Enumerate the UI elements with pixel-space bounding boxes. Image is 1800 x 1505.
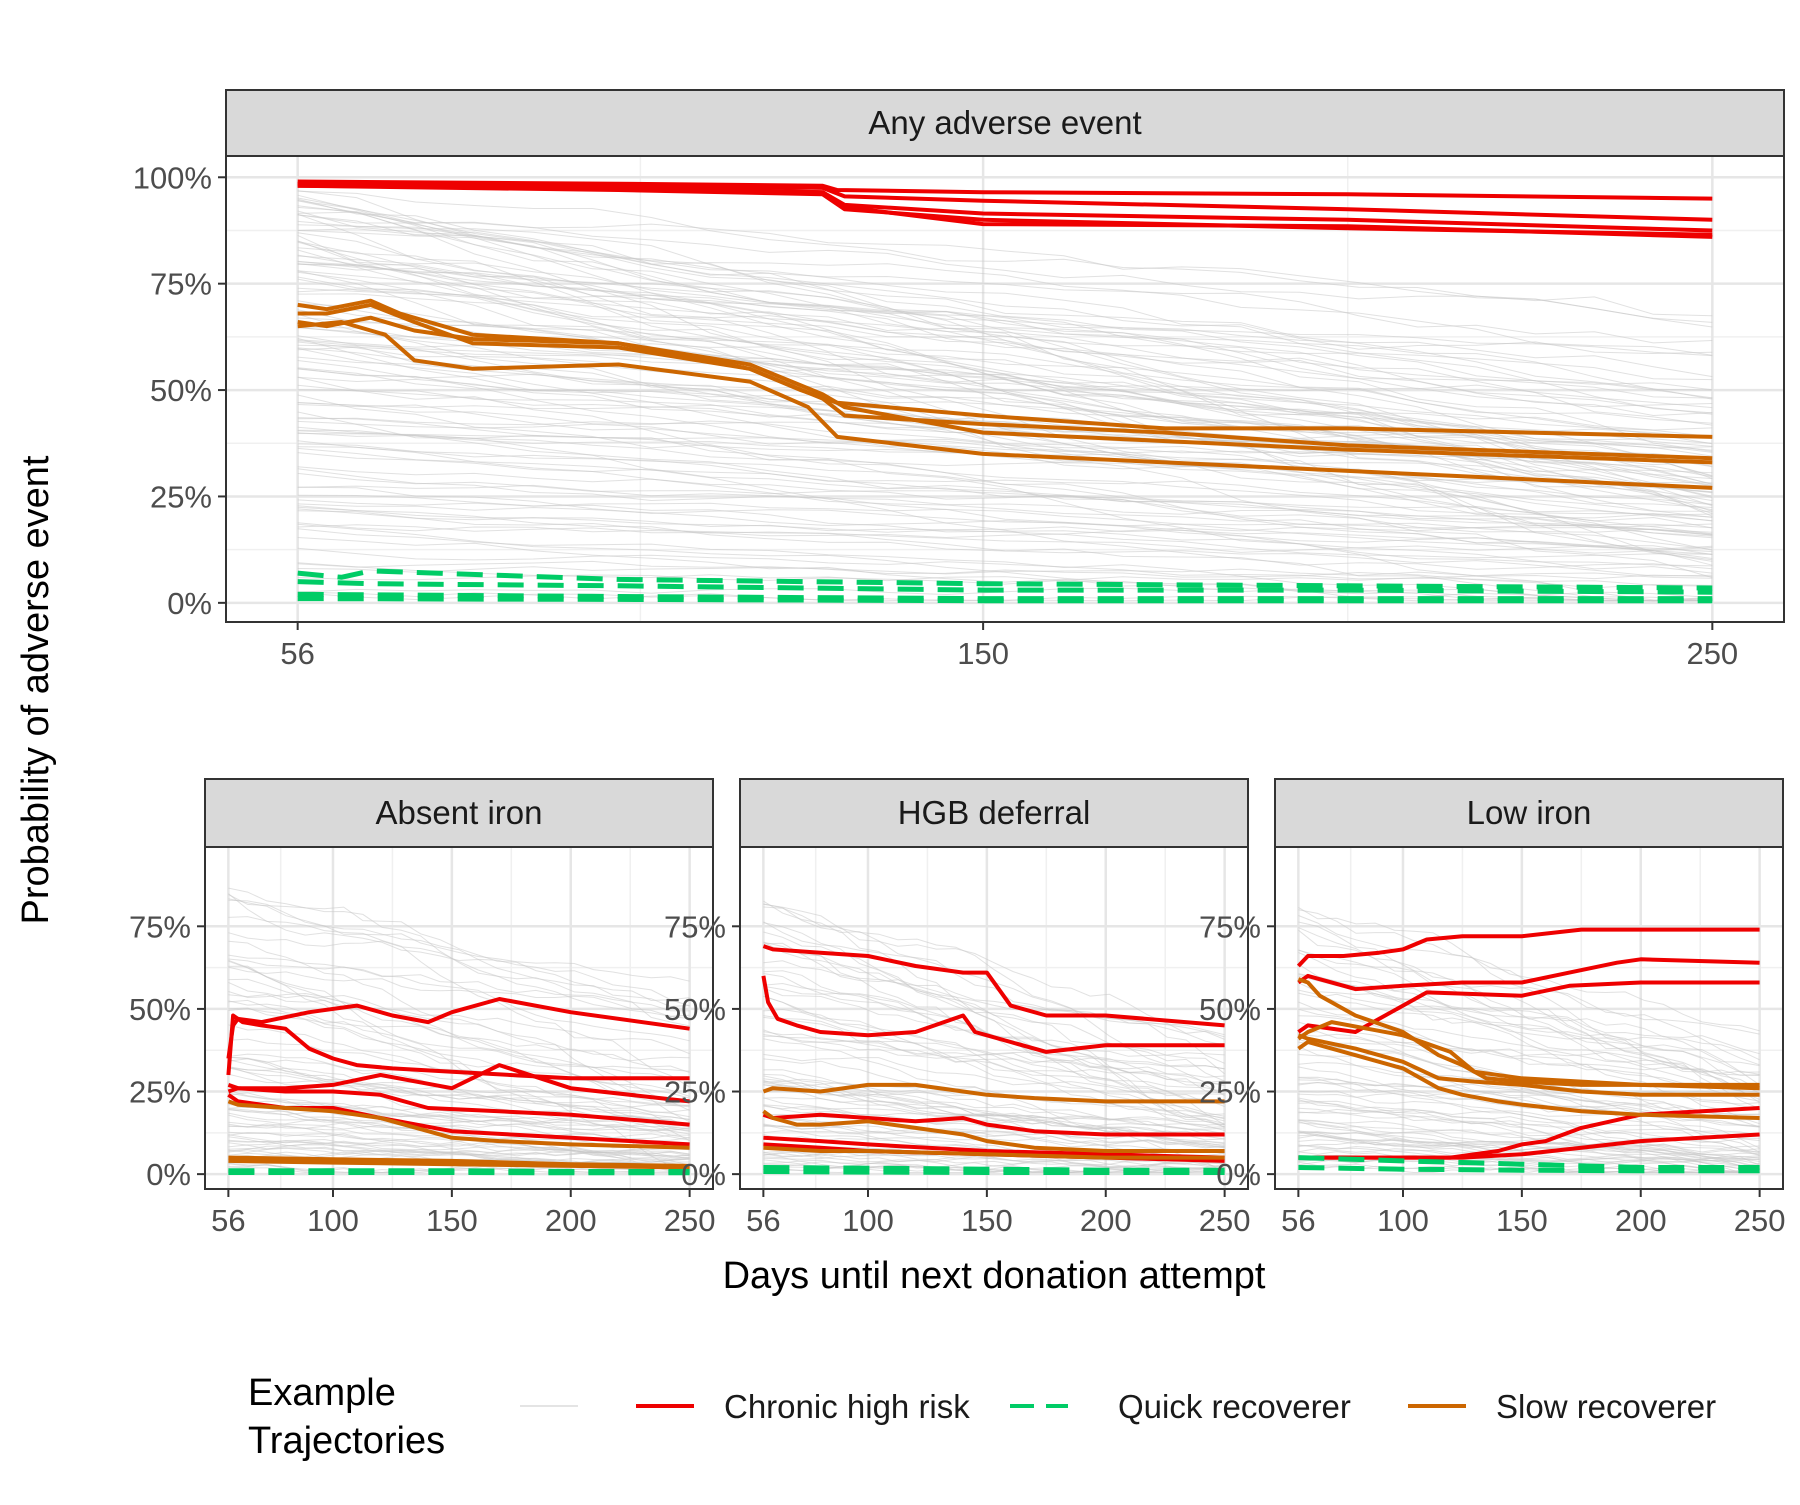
y-tick-label: 25% bbox=[664, 1075, 726, 1110]
facet-strip-label: Absent iron bbox=[376, 794, 543, 831]
legend-label-chronic-high-risk: Chronic high risk bbox=[724, 1388, 970, 1425]
legend-label-slow-recoverer: Slow recoverer bbox=[1496, 1388, 1716, 1425]
x-tick-label: 150 bbox=[961, 1203, 1013, 1238]
y-tick-label: 75% bbox=[129, 909, 191, 944]
x-tick-label: 150 bbox=[957, 636, 1009, 671]
x-tick-label: 200 bbox=[1615, 1203, 1667, 1238]
legend: Example Trajectories Chronic high risk Quic… bbox=[248, 1372, 1716, 1462]
y-tick-label: 0% bbox=[1216, 1157, 1261, 1192]
legend-title: Example bbox=[248, 1372, 396, 1414]
x-tick-label: 250 bbox=[1686, 636, 1738, 671]
x-tick-label: 56 bbox=[746, 1203, 780, 1238]
y-tick-label: 0% bbox=[146, 1157, 191, 1192]
y-tick-label: 75% bbox=[1199, 909, 1261, 944]
y-tick-label: 75% bbox=[150, 267, 212, 302]
facet-strip-label: HGB deferral bbox=[898, 794, 1091, 831]
y-tick-label: 50% bbox=[150, 373, 212, 408]
x-tick-label: 56 bbox=[211, 1203, 245, 1238]
x-tick-label: 100 bbox=[1377, 1203, 1429, 1238]
y-tick-label: 25% bbox=[129, 1075, 191, 1110]
y-tick-label: 100% bbox=[133, 160, 212, 195]
x-tick-label: 150 bbox=[426, 1203, 478, 1238]
y-tick-label: 50% bbox=[664, 992, 726, 1027]
x-tick-label: 150 bbox=[1496, 1203, 1548, 1238]
facet-strip-label: Any adverse event bbox=[868, 104, 1141, 141]
legend-title: Trajectories bbox=[248, 1420, 445, 1462]
panel-hgb-deferral: HGB deferral 0% 25% 50% 75% 56 100 150 200 250 bbox=[664, 779, 1251, 1238]
y-tick-label: 50% bbox=[129, 992, 191, 1027]
y-tick-label: 25% bbox=[1199, 1075, 1261, 1110]
x-tick-label: 250 bbox=[1734, 1203, 1786, 1238]
x-tick-label: 250 bbox=[1199, 1203, 1251, 1238]
facet-strip-label: Low iron bbox=[1467, 794, 1592, 831]
panel-absent-iron: Absent iron 0% 25% 50% 75% 56 100 150 200 250 bbox=[129, 779, 716, 1238]
panel-any-adverse-event: Any adverse event 0% 25% 50% 75% 100% 56 150 250 bbox=[133, 90, 1784, 671]
x-tick-label: 100 bbox=[307, 1203, 359, 1238]
x-tick-label: 56 bbox=[280, 636, 314, 671]
y-tick-label: 0% bbox=[681, 1157, 726, 1192]
y-tick-label: 0% bbox=[167, 586, 212, 621]
y-tick-label: 25% bbox=[150, 479, 212, 514]
x-tick-label: 200 bbox=[545, 1203, 597, 1238]
x-tick-label: 100 bbox=[842, 1203, 894, 1238]
y-tick-label: 75% bbox=[664, 909, 726, 944]
x-axis-title: Days until next donation attempt bbox=[723, 1255, 1266, 1297]
x-tick-label: 56 bbox=[1281, 1203, 1315, 1238]
x-tick-label: 200 bbox=[1080, 1203, 1132, 1238]
x-tick-label: 250 bbox=[664, 1203, 716, 1238]
y-tick-label: 50% bbox=[1199, 992, 1261, 1027]
legend-label-quick-recoverer: Quick recoverer bbox=[1118, 1388, 1351, 1425]
y-axis-title: Probability of adverse event bbox=[15, 455, 57, 924]
panel-low-iron: Low iron 0% 25% 50% 75% 56 100 150 200 250 bbox=[1199, 779, 1786, 1238]
